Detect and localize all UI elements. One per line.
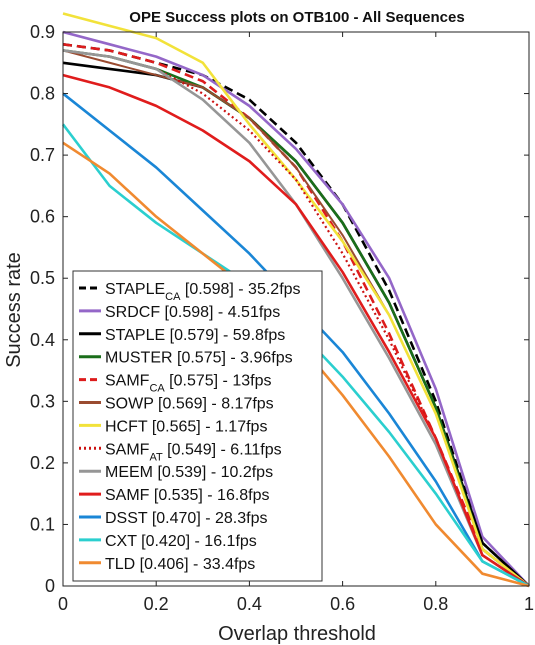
x-axis-label: Overlap threshold: [218, 623, 376, 645]
y-tick-label: 0.7: [30, 145, 55, 165]
series-line: [62, 30, 530, 587]
y-tick-label: 0.8: [30, 84, 55, 104]
legend-entry: SRDCF [0.598] - 4.51fps: [105, 304, 280, 321]
x-tick-label: 0.8: [423, 594, 448, 614]
y-tick-label: 0.9: [30, 22, 55, 42]
legend-entry: DSST [0.470] - 28.3fps: [105, 510, 267, 527]
legend-entry: STAPLE [0.579] - 59.8fps: [105, 327, 285, 344]
legend-entry: SOWP [0.569] - 8.17fps: [105, 396, 274, 413]
axes-box: [62, 31, 530, 587]
y-tick-label: 0: [45, 576, 55, 596]
plot-area: [61, 12, 530, 588]
legend-entry: MEEM [0.539] - 10.2fps: [105, 464, 273, 481]
x-tick-label: 0.2: [144, 594, 169, 614]
series-line: [62, 73, 530, 588]
axes: 0 0.2 0.4 0.6 0.8 1 0 0.1 0.2 0.3 0.4 0.5 0.6 0.7 0.8 0…: [30, 22, 534, 614]
y-tick-label: 0.4: [30, 330, 55, 350]
x-tick-label: 0.4: [237, 594, 262, 614]
y-tick-label: 0.5: [30, 268, 55, 288]
y-tick-label: 0.2: [30, 453, 55, 473]
x-tick-label: 0: [58, 594, 68, 614]
legend-entry: MUSTER [0.575] - 3.96fps: [105, 350, 293, 367]
legend-entry: SAMFCA [0.575] - 13fps: [105, 373, 271, 395]
legend-box: [72, 270, 323, 582]
x-tick-label: 0.6: [330, 594, 355, 614]
legend-entry: HCFT [0.565] - 1.17fps: [105, 418, 267, 435]
legend-entry: SAMF [0.535] - 16.8fps: [105, 487, 270, 504]
legend-entry: STAPLECA [0.598] - 35.2fps: [105, 281, 301, 303]
legend-entry: TLD [0.406] - 33.4fps: [105, 556, 255, 573]
legend-entry: CXT [0.420] - 16.1fps: [105, 533, 257, 550]
y-tick-label: 0.1: [30, 514, 55, 534]
y-tick-label: 0.3: [30, 391, 55, 411]
y-tick-label: 0.6: [30, 207, 55, 227]
series-line: [62, 43, 530, 587]
chart-title: OPE Success plots on OTB100 - All Sequen…: [129, 9, 464, 26]
x-tick-label: 1: [524, 594, 534, 614]
legend-entry: SAMFAT [0.549] - 6.11fps: [105, 441, 282, 463]
y-axis-label: Success rate: [3, 252, 25, 368]
